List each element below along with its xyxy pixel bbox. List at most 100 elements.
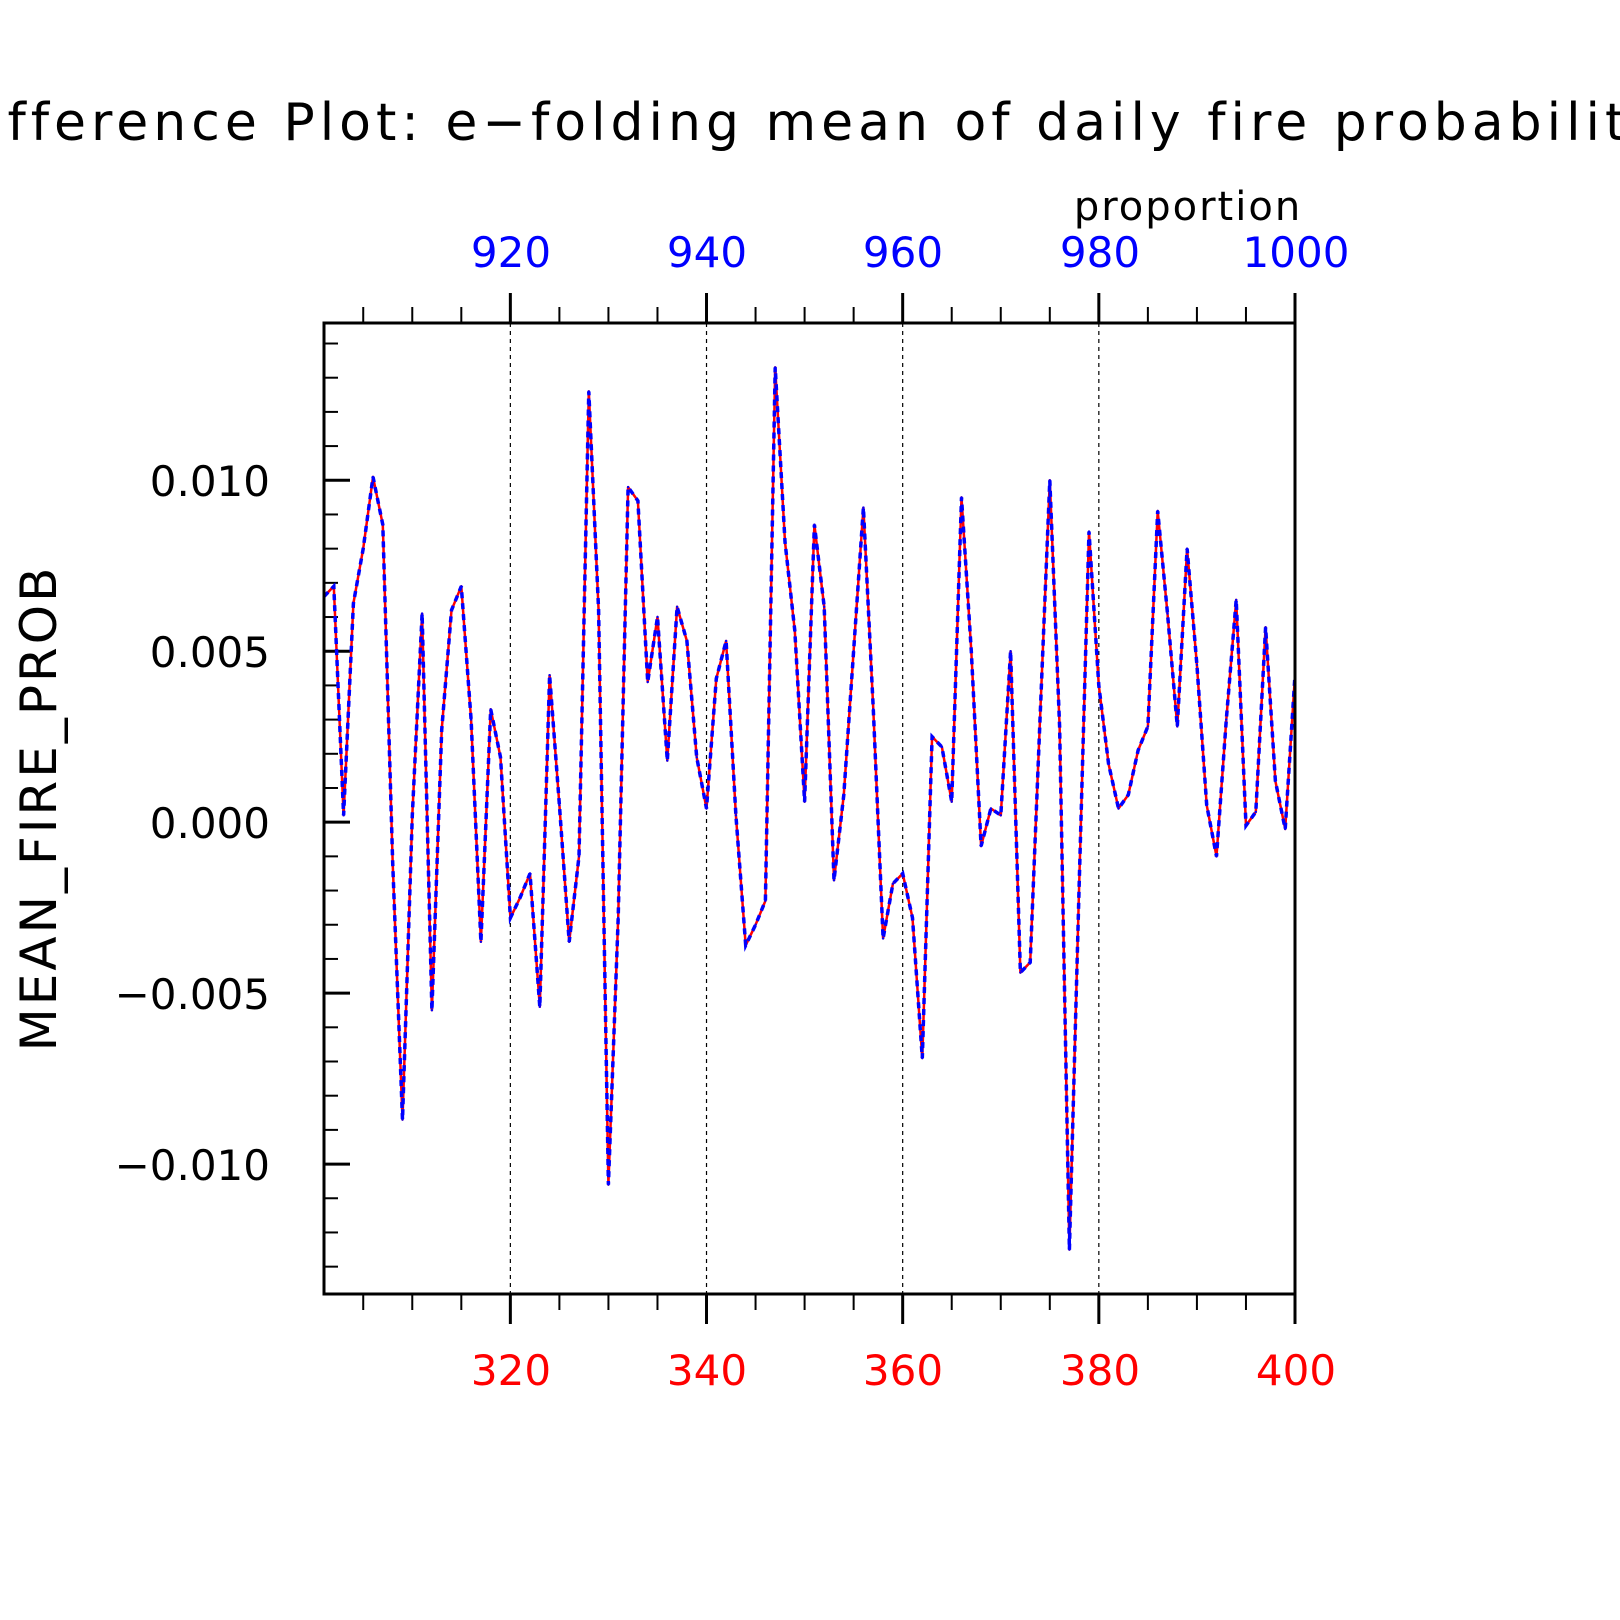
data-point bbox=[1146, 725, 1150, 728]
data-point bbox=[577, 855, 581, 858]
data-point bbox=[1235, 598, 1238, 602]
data-point bbox=[852, 650, 855, 653]
data-point bbox=[450, 609, 453, 612]
data-point bbox=[617, 916, 620, 920]
data-point bbox=[1215, 855, 1218, 858]
data-point bbox=[901, 872, 904, 875]
data-point bbox=[1195, 663, 1199, 667]
data-point bbox=[1274, 779, 1277, 783]
data-point bbox=[1205, 803, 1208, 807]
data-point bbox=[1009, 650, 1012, 653]
chart-title: ifference Plot: e−folding mean of daily … bbox=[0, 93, 1620, 153]
data-point bbox=[774, 366, 777, 369]
data-point bbox=[1264, 626, 1267, 629]
data-point bbox=[705, 807, 708, 810]
data-point bbox=[528, 872, 532, 875]
y-axis-label: MEAN_FIRE_PROB bbox=[10, 565, 68, 1052]
data-point bbox=[607, 1183, 610, 1186]
data-point bbox=[381, 523, 384, 526]
data-point bbox=[872, 708, 875, 711]
bottom-tick-label: 360 bbox=[863, 1346, 943, 1395]
bottom-tick-label: 400 bbox=[1256, 1346, 1336, 1395]
data-point bbox=[342, 814, 345, 817]
y-tick-labels: 0.010 0.005 0.000 −0.005 −0.010 bbox=[115, 457, 270, 1190]
data-point bbox=[656, 615, 659, 619]
bottom-tick-labels: 320 340 360 380 400 bbox=[471, 1346, 1336, 1395]
data-point bbox=[1127, 793, 1130, 796]
plot-frame bbox=[322, 321, 1297, 1296]
data-point bbox=[587, 390, 590, 393]
data-point bbox=[764, 899, 767, 902]
data-point bbox=[1254, 810, 1258, 814]
grid-lines bbox=[509, 323, 1100, 1294]
data-point bbox=[430, 1009, 434, 1012]
data-point bbox=[558, 803, 561, 807]
data-point bbox=[744, 944, 747, 947]
y-tick-label: 0.005 bbox=[150, 628, 270, 677]
data-point bbox=[724, 639, 728, 643]
top-tick-label: 940 bbox=[667, 228, 747, 277]
data-point bbox=[979, 844, 983, 848]
data-point bbox=[1166, 612, 1169, 615]
data-point bbox=[999, 814, 1002, 817]
data-point bbox=[793, 629, 796, 632]
data-point bbox=[1097, 684, 1101, 687]
data-point bbox=[921, 1056, 924, 1060]
bottom-tick-label: 320 bbox=[471, 1346, 551, 1395]
top-tick-labels: 920 940 960 980 1000 bbox=[471, 228, 1350, 277]
data-point bbox=[950, 800, 953, 803]
data-point bbox=[362, 547, 365, 550]
data-point bbox=[548, 674, 551, 677]
data-point bbox=[440, 728, 443, 732]
data-point bbox=[1156, 509, 1159, 513]
data-point bbox=[1019, 971, 1022, 974]
tick-marks bbox=[324, 293, 1297, 1324]
data-point bbox=[489, 708, 492, 711]
data-point bbox=[568, 940, 571, 943]
series-lines bbox=[322, 366, 1297, 1251]
data-point bbox=[1048, 479, 1052, 482]
data-point bbox=[1087, 530, 1091, 533]
data-point bbox=[842, 793, 845, 796]
data-point bbox=[675, 605, 679, 608]
data-point bbox=[685, 639, 689, 643]
y-tick-label: −0.005 bbox=[115, 970, 270, 1019]
data-point bbox=[469, 718, 473, 721]
y-tick-label: 0.010 bbox=[150, 457, 270, 506]
data-point bbox=[881, 937, 885, 940]
data-point bbox=[1136, 749, 1140, 752]
data-point bbox=[823, 605, 826, 608]
data-point bbox=[1029, 961, 1032, 964]
data-point bbox=[626, 485, 630, 489]
data-point bbox=[420, 612, 424, 615]
data-point bbox=[891, 882, 895, 885]
data-point bbox=[1117, 807, 1120, 810]
data-point bbox=[940, 745, 944, 749]
top-tick-label: 960 bbox=[863, 228, 943, 277]
data-point bbox=[1225, 718, 1228, 721]
data-point bbox=[734, 814, 738, 817]
y-tick-label: −0.010 bbox=[115, 1141, 270, 1190]
data-point bbox=[371, 475, 375, 479]
top-tick-label: 980 bbox=[1060, 228, 1140, 277]
data-point bbox=[862, 506, 865, 509]
bottom-tick-label: 380 bbox=[1060, 1346, 1140, 1395]
data-point bbox=[666, 759, 669, 762]
data-point bbox=[646, 680, 649, 684]
data-point bbox=[519, 896, 522, 899]
top-tick-label: 920 bbox=[471, 228, 551, 277]
data-point bbox=[460, 585, 463, 588]
data-point bbox=[803, 800, 806, 803]
data-point bbox=[832, 879, 836, 882]
data-point bbox=[1058, 725, 1061, 728]
y-tick-label: 0.000 bbox=[150, 799, 270, 848]
data-point bbox=[960, 496, 963, 499]
data-point bbox=[352, 602, 355, 605]
data-point bbox=[1038, 718, 1042, 721]
data-point bbox=[332, 585, 335, 588]
data-point bbox=[538, 1005, 541, 1008]
data-point bbox=[1284, 827, 1287, 831]
data-point bbox=[970, 650, 973, 653]
data-point bbox=[695, 756, 698, 759]
